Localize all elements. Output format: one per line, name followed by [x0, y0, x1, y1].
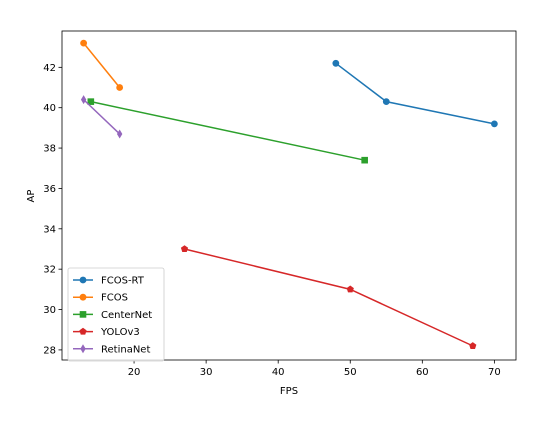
- series-layer: [80, 39, 498, 349]
- series-line-centernet: [90, 100, 365, 161]
- data-point-yolov3: [180, 245, 189, 253]
- x-tick-label: 20: [128, 367, 141, 378]
- data-point-centernet: [87, 98, 95, 105]
- series-line-retinanet: [83, 99, 121, 135]
- y-tick-label: 30: [43, 305, 56, 316]
- x-tick-label: 50: [344, 367, 357, 378]
- data-point-fcos: [80, 39, 88, 47]
- y-tick-label: 34: [43, 224, 56, 235]
- data-point-fcos-rt: [382, 98, 390, 106]
- data-point-fcos: [116, 84, 124, 91]
- x-ticks: 20 30 40 50 60 70: [128, 360, 501, 378]
- x-axis-label: FPS: [280, 386, 298, 397]
- y-tick-label: 36: [43, 184, 56, 195]
- legend-marker-retinanet: [80, 344, 86, 354]
- legend-box: [67, 267, 165, 362]
- legend: FCOS-RT FCOS CenterNet YOLOv3 RetinaNet: [67, 267, 165, 362]
- y-tick-label: 40: [43, 103, 56, 114]
- legend-marker-yolov3: [79, 327, 87, 335]
- series-yolov3: [180, 245, 477, 349]
- y-tick-label: 32: [43, 265, 56, 276]
- series-fcos-rt: [332, 59, 498, 128]
- series-line-fcos: [83, 42, 121, 88]
- data-point-fcos-rt: [490, 120, 498, 128]
- data-point-yolov3: [346, 285, 354, 293]
- legend-label-fcos-rt: FCOS-RT: [101, 276, 145, 287]
- series-centernet: [87, 98, 368, 164]
- series-fcos: [80, 39, 124, 91]
- y-tick-label: 28: [43, 345, 56, 356]
- legend-label-yolov3: YOLOv3: [100, 327, 140, 338]
- legend-label-retinanet: RetinaNet: [101, 344, 150, 355]
- y-ticks: 28 30 32 34 36 38 40 42: [43, 63, 62, 356]
- x-tick-label: 30: [200, 367, 213, 378]
- data-point-yolov3: [469, 342, 477, 349]
- legend-label-centernet: CenterNet: [101, 310, 152, 321]
- series-retinanet: [80, 95, 123, 139]
- x-tick-label: 60: [416, 367, 429, 378]
- y-tick-label: 42: [43, 63, 56, 74]
- legend-marker-centernet: [79, 311, 87, 318]
- legend-marker-fcos-rt: [79, 276, 87, 284]
- data-point-retinanet: [116, 129, 123, 139]
- y-axis-label: AP: [26, 190, 37, 203]
- x-tick-label: 70: [488, 367, 501, 378]
- data-point-fcos-rt: [332, 59, 340, 67]
- legend-label-fcos: FCOS: [101, 293, 128, 304]
- data-point-retinanet: [80, 95, 87, 105]
- data-point-centernet: [361, 156, 368, 164]
- legend-marker-fcos: [79, 293, 87, 301]
- y-tick-label: 38: [43, 144, 56, 155]
- x-tick-label: 40: [272, 367, 285, 378]
